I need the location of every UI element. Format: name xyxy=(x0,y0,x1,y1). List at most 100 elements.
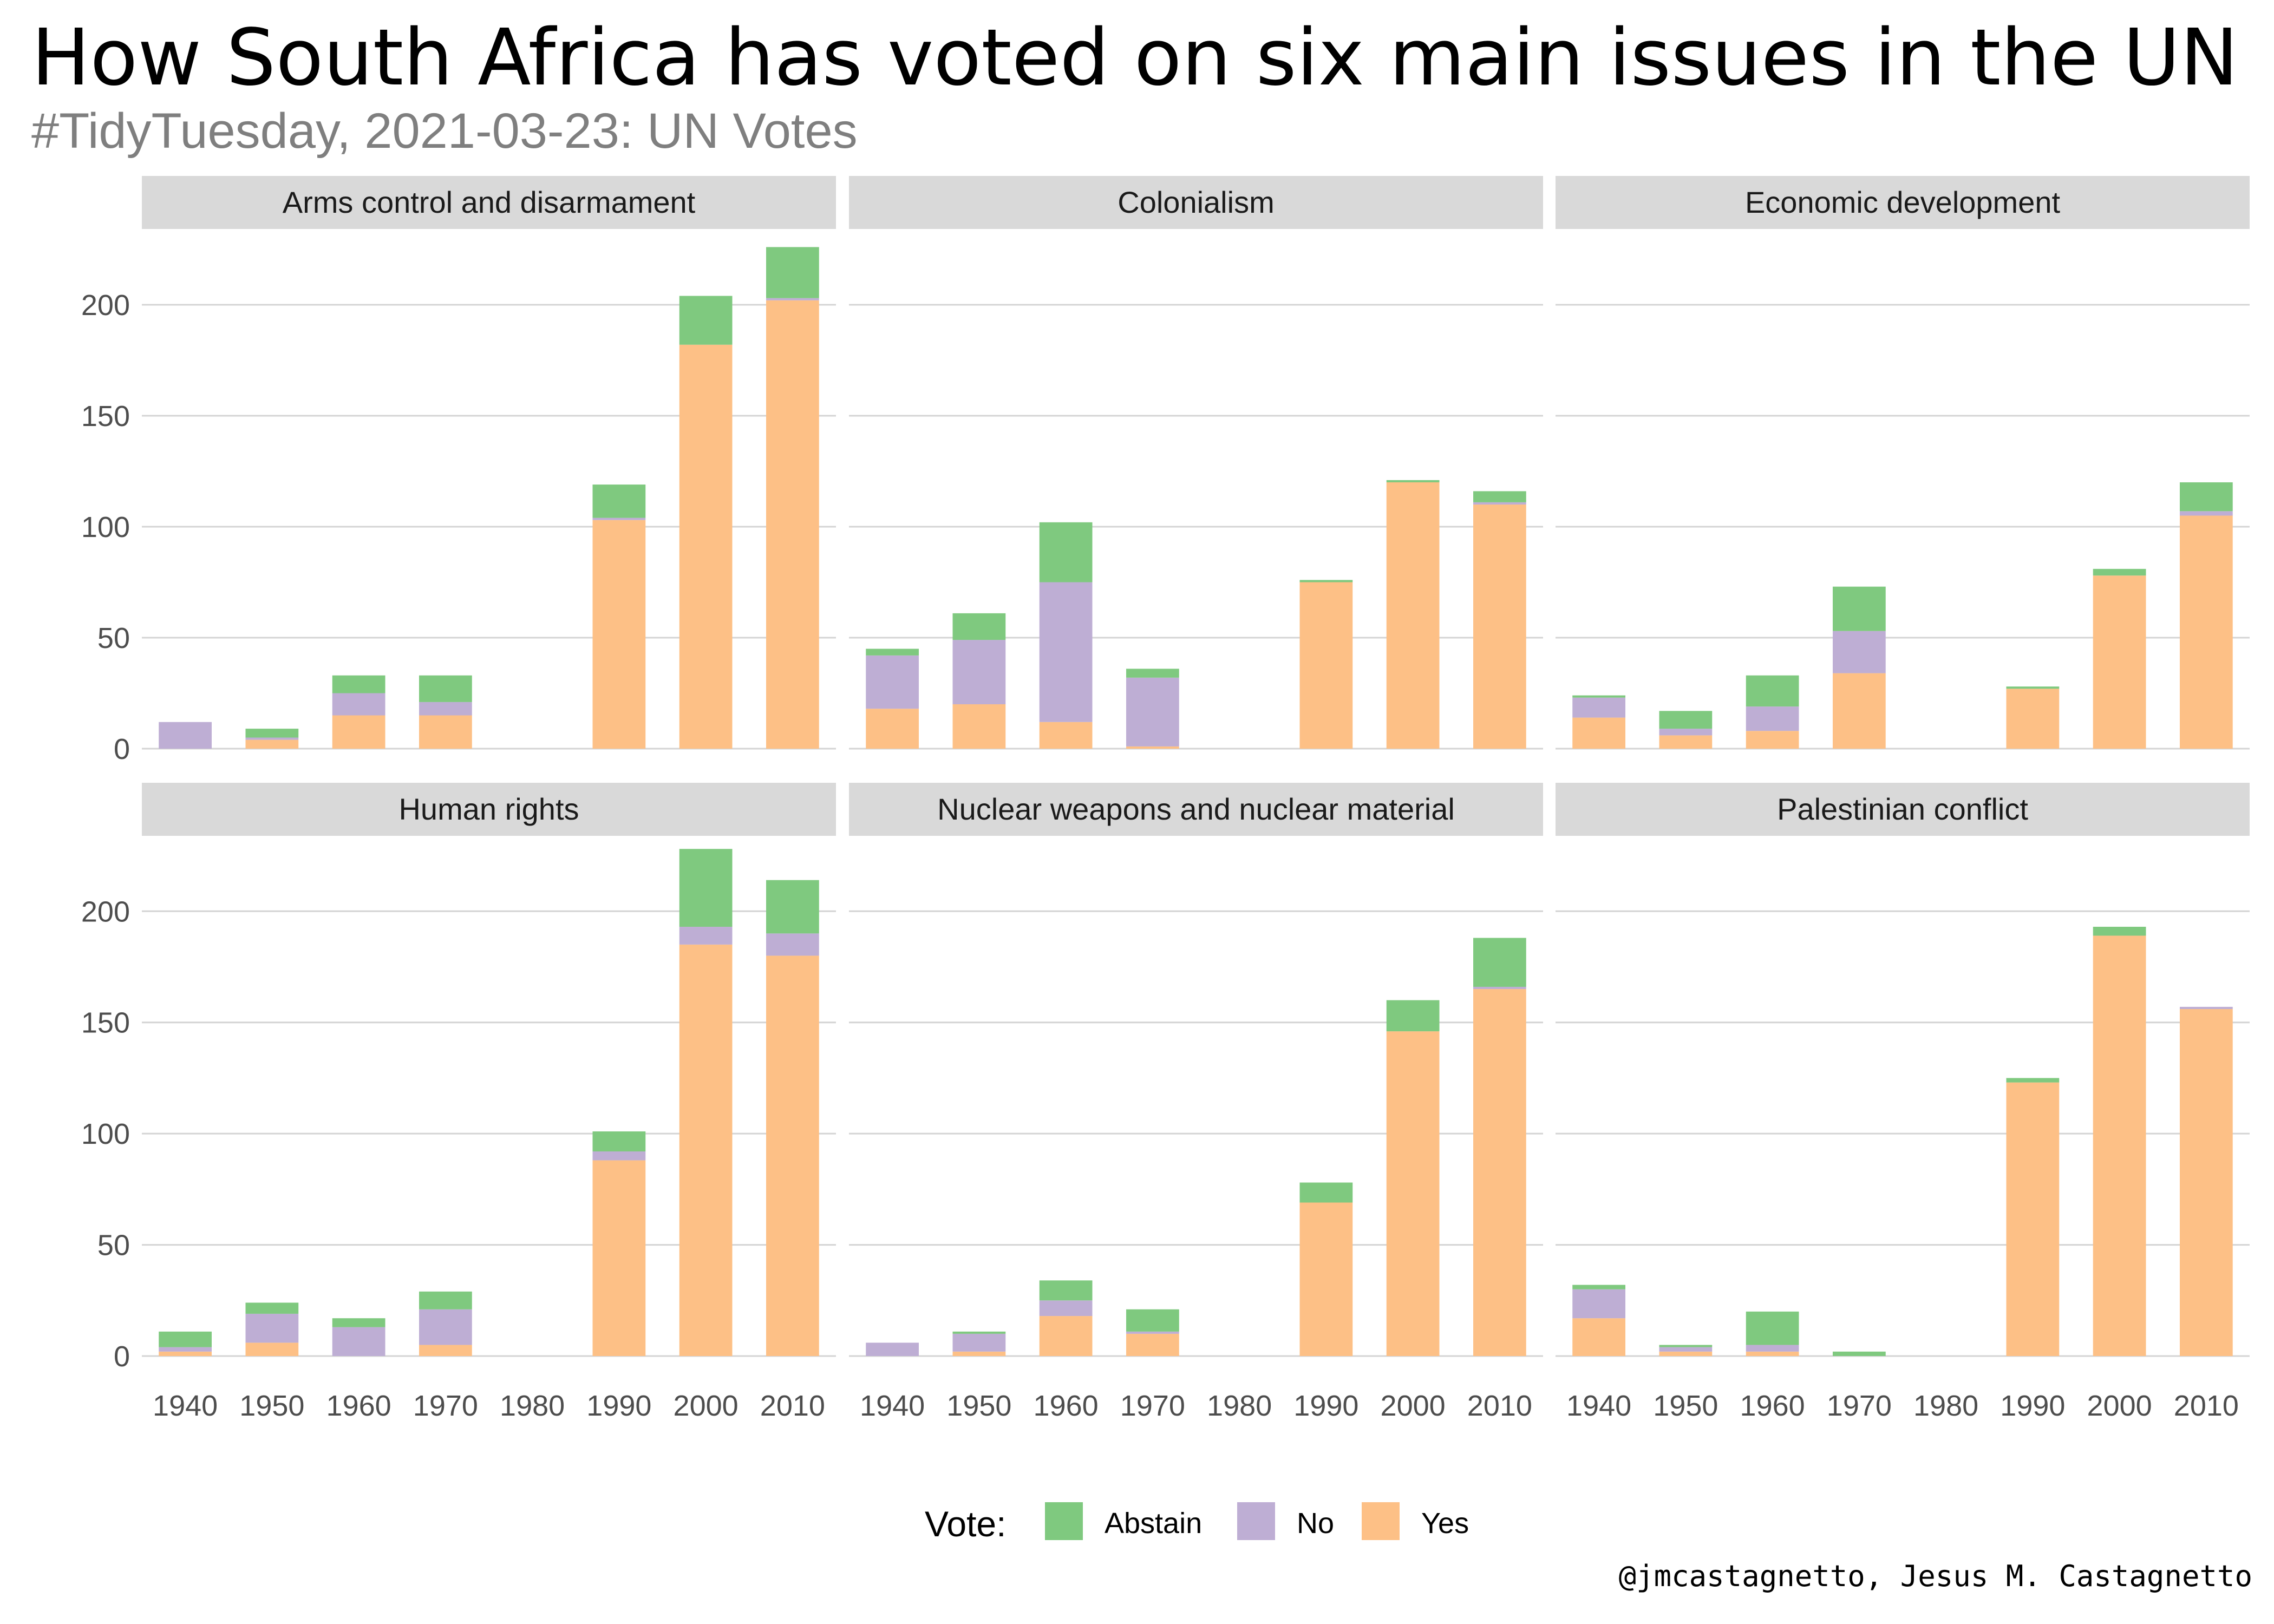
legend-swatch xyxy=(1045,1502,1083,1540)
bar-abstain xyxy=(1039,1280,1093,1301)
bar-abstain xyxy=(1832,586,1886,631)
bar-no xyxy=(419,1309,472,1345)
bar-yes xyxy=(1473,505,1526,749)
bar-abstain xyxy=(2006,686,2060,689)
bar-no xyxy=(1659,1347,1713,1352)
y-tick-label: 100 xyxy=(81,511,130,543)
y-tick-label: 150 xyxy=(81,1007,130,1039)
bar-yes xyxy=(1039,722,1093,749)
bar-yes xyxy=(2006,689,2060,749)
legend: Vote: Abstain No Yes xyxy=(925,1502,1469,1544)
bar-abstain xyxy=(1746,1311,1799,1345)
chart-caption: @jmcastagnetto, Jesus M. Castagnetto xyxy=(1618,1559,2252,1593)
bar-yes xyxy=(332,715,385,749)
legend-title: Vote: xyxy=(925,1504,1006,1544)
x-tick-label: 2010 xyxy=(760,1390,825,1422)
bar-yes xyxy=(1039,1316,1093,1356)
x-tick-label: 1940 xyxy=(860,1390,925,1422)
bar-abstain xyxy=(766,247,819,298)
bar-abstain xyxy=(332,675,385,693)
y-tick-label: 50 xyxy=(97,622,130,654)
x-tick-label: 2000 xyxy=(2087,1390,2152,1422)
bar-abstain xyxy=(159,1331,212,1347)
bar-abstain xyxy=(1299,580,1353,582)
bar-no xyxy=(1659,729,1713,736)
chart-subtitle: #TidyTuesday, 2021-03-23: UN Votes xyxy=(31,103,858,159)
facet-panel: Palestinian conflict 1940 1950 1960 1970 1980… xyxy=(1556,783,2250,1422)
chart-title: How South Africa has voted on six main i… xyxy=(31,12,2239,103)
x-tick-label: 1970 xyxy=(413,1390,478,1422)
x-tick-label: 1990 xyxy=(1293,1390,1358,1422)
bar-no xyxy=(419,702,472,716)
bar-no xyxy=(679,927,733,945)
facet-title: Arms control and disarmament xyxy=(283,185,696,219)
facet-panel: Arms control and disarmament 0 50 100 150 200 xyxy=(81,176,836,765)
bar-yes xyxy=(2093,575,2146,749)
bar-abstain xyxy=(1659,1345,1713,1347)
bar-abstain xyxy=(1126,1309,1179,1332)
x-tick-label: 2010 xyxy=(1467,1390,1532,1422)
bar-abstain xyxy=(1386,1000,1440,1032)
facet-strip xyxy=(849,176,1543,229)
bar-yes xyxy=(245,1343,299,1356)
bar-yes xyxy=(159,1351,212,1356)
bar-abstain xyxy=(679,296,733,345)
bar-no xyxy=(1039,1300,1093,1317)
bar-no xyxy=(1126,1331,1179,1334)
bar-no xyxy=(1746,1345,1799,1352)
x-tick-label: 1980 xyxy=(1207,1390,1272,1422)
bar-no xyxy=(592,518,646,520)
x-tick-label: 1990 xyxy=(2000,1390,2065,1422)
legend-label: Yes xyxy=(1421,1507,1469,1540)
bar-abstain xyxy=(952,613,1006,640)
bar-yes xyxy=(1746,1351,1799,1356)
x-tick-label: 1970 xyxy=(1827,1390,1892,1422)
bar-no xyxy=(159,722,212,749)
bar-no xyxy=(2179,511,2233,516)
bar-yes xyxy=(2093,935,2146,1356)
bar-yes xyxy=(1473,989,1526,1356)
x-tick-label: 1990 xyxy=(586,1390,651,1422)
bar-abstain xyxy=(2093,568,2146,576)
bar-yes xyxy=(766,300,819,749)
x-tick-label: 2010 xyxy=(2174,1390,2239,1422)
x-tick-label: 1940 xyxy=(153,1390,218,1422)
bar-abstain xyxy=(2093,927,2146,936)
x-tick-label: 1960 xyxy=(326,1390,391,1422)
facet-panel: Nuclear weapons and nuclear material 1940… xyxy=(849,783,1543,1422)
bar-abstain xyxy=(332,1318,385,1327)
bar-abstain xyxy=(1039,522,1093,582)
bar-yes xyxy=(592,1160,646,1356)
bar-abstain xyxy=(2006,1078,2060,1083)
facet-strip xyxy=(1556,783,2250,836)
bar-abstain xyxy=(2179,482,2233,512)
bar-yes xyxy=(2006,1082,2060,1356)
bar-no xyxy=(866,655,919,709)
bar-yes xyxy=(679,944,733,1356)
bar-abstain xyxy=(1473,938,1526,987)
bar-yes xyxy=(1386,1031,1440,1356)
bar-no xyxy=(245,1313,299,1343)
bar-yes xyxy=(866,709,919,749)
bar-abstain xyxy=(1299,1182,1353,1203)
bar-abstain xyxy=(1572,695,1626,698)
bar-no xyxy=(1746,706,1799,731)
facet-strip xyxy=(849,783,1543,836)
bar-yes xyxy=(1299,1202,1353,1356)
bar-yes xyxy=(592,520,646,749)
bar-no xyxy=(332,693,385,716)
y-tick-label: 0 xyxy=(114,1340,130,1373)
x-tick-label: 1950 xyxy=(239,1390,304,1422)
bar-yes xyxy=(1572,1318,1626,1356)
bar-no xyxy=(866,1343,919,1356)
y-tick-label: 50 xyxy=(97,1229,130,1262)
x-tick-label: 1950 xyxy=(1653,1390,1718,1422)
facet-strip xyxy=(1556,176,2250,229)
bar-yes xyxy=(245,739,299,749)
bar-no xyxy=(2179,1006,2233,1010)
bar-no xyxy=(766,933,819,956)
bar-yes xyxy=(1386,482,1440,749)
y-tick-label: 150 xyxy=(81,400,130,433)
